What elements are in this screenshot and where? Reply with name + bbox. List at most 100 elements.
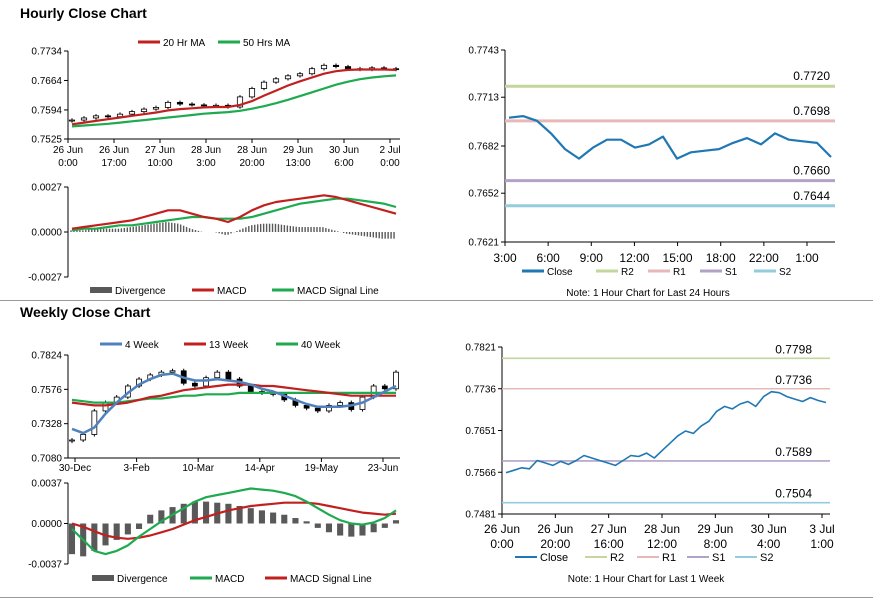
weekly-divergence-bar bbox=[258, 510, 265, 524]
weekly-levels-xtick-date: 27 Jun bbox=[591, 522, 627, 536]
hourly-price-candle bbox=[320, 64, 328, 70]
weekly-price-xtick-label: 14-Apr bbox=[245, 463, 276, 474]
hourly-price-candle bbox=[164, 101, 172, 108]
hourly-price-xtick-date: 28 Jun bbox=[237, 145, 267, 156]
hourly-price-candle bbox=[332, 64, 340, 67]
hourly-price-candle bbox=[236, 96, 244, 108]
hourly-levels-legend-r2-label: R2 bbox=[621, 267, 634, 278]
hourly-legend-divergence-swatch bbox=[90, 287, 112, 293]
hourly-legend-20hr-ma-label: 20 Hr MA bbox=[163, 38, 206, 49]
weekly-divergence-bar bbox=[381, 523, 388, 528]
hourly-price-xtick-date: 28 Jun bbox=[191, 145, 221, 156]
weekly-levels-ytick-label: 0.7651 bbox=[465, 426, 496, 437]
hourly-price-candle bbox=[284, 75, 292, 80]
hourly-price-candle bbox=[128, 111, 136, 115]
weekly-levels-xtick-time: 8:00 bbox=[704, 537, 728, 551]
weekly-levels-ytick-label: 0.7481 bbox=[465, 510, 496, 521]
weekly-levels-ytick-label: 0.7821 bbox=[465, 343, 496, 354]
hourly-price-candle bbox=[92, 115, 100, 119]
hourly-levels-legend-s2-label: S2 bbox=[779, 267, 792, 278]
weekly-close-line bbox=[505, 390, 827, 474]
weekly-price-ytick-label: 0.7824 bbox=[31, 351, 62, 362]
hourly-price-xtick-time: 6:00 bbox=[334, 158, 354, 169]
hourly-price-xtick-time: 20:00 bbox=[239, 158, 264, 169]
hourly-close-line bbox=[508, 114, 832, 160]
hourly-levels-ytick-label: 0.7652 bbox=[468, 189, 499, 200]
hourly-price-ytick-label: 0.7525 bbox=[31, 135, 62, 146]
hourly-levels-note: Note: 1 Hour Chart for Last 24 Hours bbox=[566, 288, 729, 299]
hourly-price-candle bbox=[140, 108, 148, 113]
weekly-price-candle bbox=[303, 404, 310, 409]
weekly-price-candle bbox=[102, 402, 109, 412]
weekly-price-candle bbox=[314, 407, 321, 412]
weekly-price-xtick-label: 3-Feb bbox=[124, 463, 151, 474]
weekly-levels-note: Note: 1 Hour Chart for Last 1 Week bbox=[568, 574, 726, 585]
hourly-price-ytick-label: 0.7594 bbox=[31, 105, 62, 116]
weekly-levels-xtick-date: 26 Jun bbox=[484, 522, 520, 536]
hourly-levels-xtick-label: 3:00 bbox=[493, 251, 517, 265]
hourly-price-xtick-date: 26 Jun bbox=[53, 145, 83, 156]
hourly-price-candle bbox=[248, 88, 256, 98]
weekly-legend-divergence-swatch bbox=[92, 575, 114, 581]
weekly-divergence-bar bbox=[203, 501, 210, 524]
weekly-levels-xtick-time: 20:00 bbox=[540, 537, 570, 551]
weekly-levels-xtick-time: 16:00 bbox=[594, 537, 624, 551]
bottom-divider bbox=[0, 597, 873, 598]
weekly-levels-xtick-time: 12:00 bbox=[647, 537, 677, 551]
hourly-price-xtick-date: 30 Jun bbox=[329, 145, 359, 156]
weekly-price-xtick-label: 23-Jun bbox=[368, 463, 399, 474]
weekly-macd-line bbox=[71, 487, 397, 556]
weekly-price-candle bbox=[69, 439, 75, 442]
weekly-legend-4week-label: 4 Week bbox=[125, 340, 160, 351]
weekly-levels-xtick-date: 30 Jun bbox=[751, 522, 787, 536]
hourly-legend-50hrs-ma-label: 50 Hrs MA bbox=[243, 38, 291, 49]
hourly-price-xtick-time: 0:00 bbox=[58, 158, 78, 169]
weekly-price-candle bbox=[91, 410, 98, 435]
hourly-price-xtick-time: 17:00 bbox=[101, 158, 126, 169]
section-divider bbox=[0, 300, 873, 301]
weekly-divergence-bar bbox=[147, 514, 154, 524]
hourly-50hr-ma-line bbox=[71, 74, 397, 128]
weekly-levels-ytick-label: 0.7566 bbox=[465, 468, 496, 479]
weekly-price-candle bbox=[214, 371, 221, 379]
weekly-divergence-bar bbox=[325, 523, 333, 533]
weekly-price-ytick-label: 0.7576 bbox=[31, 385, 62, 396]
weekly-price-candle bbox=[326, 404, 332, 412]
hourly-price-candle bbox=[272, 78, 280, 83]
weekly-divergence-bar bbox=[247, 508, 254, 524]
hourly-price-candle bbox=[344, 66, 352, 70]
weekly-divergence-bar bbox=[158, 510, 165, 524]
hourly-price-candle bbox=[80, 117, 88, 121]
weekly-divergence-bar bbox=[113, 523, 120, 540]
weekly-divergence-bar bbox=[191, 501, 198, 524]
hourly-price-candle bbox=[176, 101, 184, 105]
weekly-price-candle bbox=[247, 385, 254, 392]
hourly-macd-ytick-label: 0.0027 bbox=[31, 183, 62, 194]
weekly-macd-ytick-label: 0.0037 bbox=[31, 479, 62, 490]
weekly-4week-ma-line bbox=[71, 372, 397, 435]
weekly-price-candle bbox=[337, 402, 344, 406]
weekly-40week-ma-line bbox=[71, 391, 396, 404]
hourly-levels-ytick-label: 0.7713 bbox=[468, 93, 499, 104]
weekly-divergence-bar bbox=[135, 523, 143, 529]
weekly-levels-legend-r2-label: R2 bbox=[610, 552, 624, 564]
weekly-levels-legend-close-label: Close bbox=[540, 552, 568, 564]
hourly-price-xtick-time: 3:00 bbox=[196, 158, 216, 169]
hourly-price-candle bbox=[296, 73, 304, 77]
weekly-divergence-bar bbox=[359, 523, 366, 536]
weekly-price-ytick-label: 0.7328 bbox=[31, 419, 62, 430]
weekly-divergence-bar bbox=[236, 505, 243, 524]
weekly-price-xtick-label: 19-May bbox=[305, 463, 338, 474]
hourly-price-xtick-date: 27 Jun bbox=[145, 145, 175, 156]
hourly-legend-macd-label: MACD bbox=[217, 286, 246, 297]
weekly-divergence-bar bbox=[225, 503, 232, 524]
weekly-price-xtick-label: 10-Mar bbox=[182, 463, 214, 474]
weekly-price-xtick-label: 30-Dec bbox=[59, 463, 91, 474]
hourly-price-xtick-date: 26 Jun bbox=[99, 145, 129, 156]
weekly-divergence-bar bbox=[180, 503, 187, 524]
weekly-price-candle bbox=[381, 385, 388, 390]
weekly-section-title: Weekly Close Chart bbox=[20, 304, 151, 320]
hourly-price-xtick-date: 2 Jul bbox=[379, 145, 400, 156]
hourly-level-r1-label: 0.7698 bbox=[793, 104, 830, 118]
hourly-level-s1-label: 0.7660 bbox=[793, 164, 830, 178]
